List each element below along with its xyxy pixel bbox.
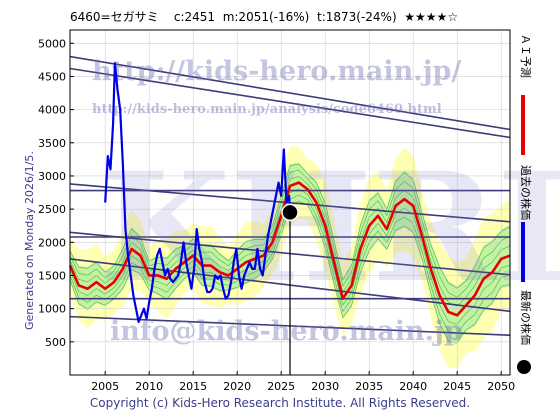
x-tick-label: 2015 xyxy=(179,380,207,393)
header-stars: ★★★★☆ xyxy=(404,10,459,24)
ai-forecast-line xyxy=(68,181,511,317)
y-tick-label: 5000 xyxy=(38,37,66,50)
legend-forecast-label: ＡＩ予測 xyxy=(519,34,532,78)
legend-latest-dot xyxy=(517,360,531,374)
x-tick-label: 2030 xyxy=(311,380,339,393)
x-tick-label: 2025 xyxy=(267,380,295,393)
legend-latest-label: 最新の株価 xyxy=(519,290,532,345)
watermarks: KHRI http://kids-hero.main.jp/ http://ki… xyxy=(92,56,560,347)
x-tick-label: 2020 xyxy=(223,380,251,393)
y-tick-label: 1500 xyxy=(38,269,66,282)
series-lines xyxy=(68,62,511,375)
header-target: t:1873(-24%) xyxy=(316,10,397,24)
watermark-brand: KHRI xyxy=(100,140,560,316)
y-tick-label: 2000 xyxy=(38,236,66,249)
y-tick-label: 2500 xyxy=(38,203,66,216)
chart-header: 6460=セガサミ c:2451 m:2051(-16%) t:1873(-24… xyxy=(70,8,510,25)
generated-date-label: Generated on Monday 2026/1/5. xyxy=(23,151,36,330)
channel-line xyxy=(69,55,511,131)
x-tick-label: 2045 xyxy=(443,380,471,393)
legend-forecast-swatch xyxy=(521,95,525,155)
y-tick-label: 4000 xyxy=(38,104,66,117)
watermark-analysis-url: http://kids-hero.main.jp/analysis/code64… xyxy=(92,102,442,117)
y-tick-label: 4500 xyxy=(38,70,66,83)
header-code-name: 6460=セガサミ xyxy=(70,10,159,24)
forecast-band-contour xyxy=(69,176,511,307)
y-tick-label: 3500 xyxy=(38,137,66,150)
x-tick-label: 2005 xyxy=(91,380,119,393)
latest-price-marker xyxy=(281,203,299,222)
header-current: c:2451 xyxy=(173,10,216,24)
channel-line xyxy=(69,67,511,139)
header-medium: m:2051(-16%) xyxy=(222,10,310,24)
y-tick-label: 500 xyxy=(45,336,66,349)
y-tick-label: 1000 xyxy=(38,303,66,316)
x-tick-label: 2040 xyxy=(399,380,427,393)
forecast-band-inner xyxy=(70,162,510,345)
x-tick-label: 2050 xyxy=(487,380,515,393)
forecast-band-contour xyxy=(69,163,511,289)
x-tick-label: 2035 xyxy=(355,380,383,393)
past-price-line xyxy=(104,62,292,324)
watermark-email: info@kids-hero.main.jp xyxy=(110,316,463,347)
axis-ticks: 500 1000 1500 2000 2500 3000 3500 4000 4500 5000 2… xyxy=(38,37,515,393)
watermark-url: http://kids-hero.main.jp/ xyxy=(92,56,461,87)
y-tick-label: 3000 xyxy=(38,170,66,183)
legend-past-swatch xyxy=(521,222,525,282)
copyright-footer: Copyright (c) Kids-Hero Research Institu… xyxy=(89,396,471,410)
plot-frame xyxy=(69,29,511,376)
forecast-band-contour xyxy=(69,169,511,298)
legend-past-label: 過去の株価 xyxy=(519,165,532,220)
x-tick-label: 2010 xyxy=(135,380,163,393)
